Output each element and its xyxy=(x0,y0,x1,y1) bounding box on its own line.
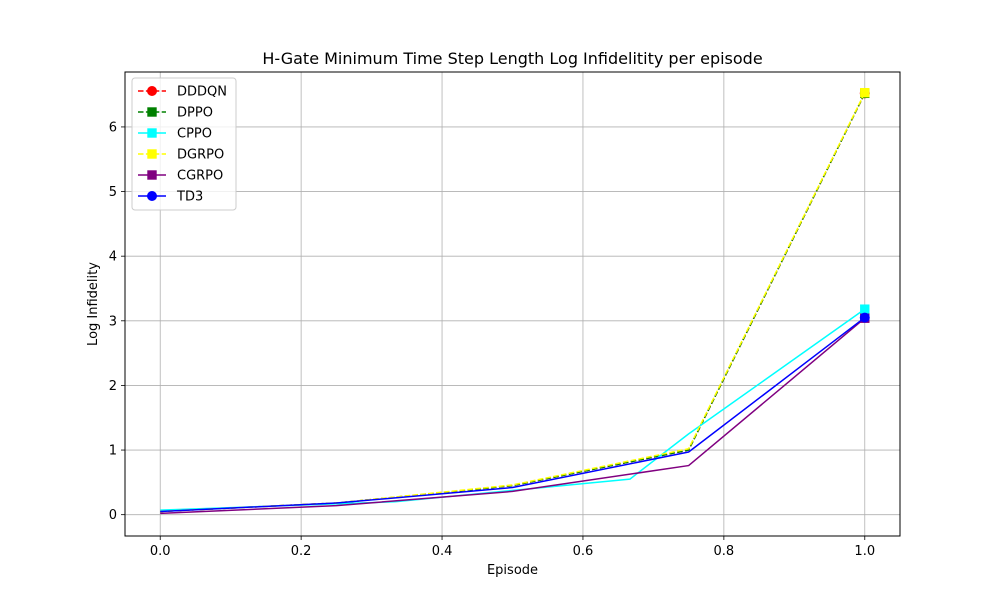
x-tick-label: 1.0 xyxy=(854,544,875,559)
legend-marker-dgrpo xyxy=(147,149,157,159)
legend-marker-td3 xyxy=(147,191,157,201)
legend-marker-cppo xyxy=(147,128,157,138)
series-line-dgrpo xyxy=(160,92,866,513)
series-layer xyxy=(160,87,870,515)
legend-label-dppo: DPPO xyxy=(177,106,213,121)
data-point-td3 xyxy=(859,312,870,323)
legend-label-cppo: CPPO xyxy=(177,127,212,142)
legend-entry-td3: TD3 xyxy=(138,190,203,205)
x-tick-label: 0.2 xyxy=(291,544,312,559)
y-tick-label: 5 xyxy=(109,185,117,200)
data-point-cppo xyxy=(860,304,870,314)
x-tick-label: 0.6 xyxy=(573,544,594,559)
legend-label-cgrpo: CGRPO xyxy=(177,169,223,184)
legend-entry-dppo: DPPO xyxy=(138,106,213,121)
legend-marker-dddqn xyxy=(147,86,157,96)
legend-label-dddqn: DDDQN xyxy=(177,85,227,100)
y-tick-label: 4 xyxy=(109,250,117,265)
series-line-td3 xyxy=(160,316,866,513)
legend: DDDQN DPPO CPPO DGRPO CGRPO TD3 xyxy=(131,77,237,211)
y-axis-label: Log Infidelity xyxy=(86,262,101,346)
y-tick-label: 2 xyxy=(109,379,117,394)
series-td3 xyxy=(160,312,870,513)
grid xyxy=(125,72,900,536)
legend-entry-dgrpo: DGRPO xyxy=(138,148,224,163)
axis-ticks: 0.0 0.2 0.4 0.6 0.8 1.0 0 1 2 3 4 5 6 xyxy=(109,120,875,559)
y-tick-label: 3 xyxy=(109,314,117,329)
legend-label-td3: TD3 xyxy=(176,190,203,205)
x-axis-label: Episode xyxy=(487,563,538,578)
legend-entry-cgrpo: CGRPO xyxy=(138,169,223,184)
legend-marker-cgrpo xyxy=(147,170,157,180)
chart-title: H-Gate Minimum Time Step Length Log Infi… xyxy=(262,49,762,68)
y-tick-label: 0 xyxy=(109,508,117,523)
y-tick-label: 1 xyxy=(109,444,117,459)
legend-box xyxy=(131,77,237,211)
x-tick-label: 0.4 xyxy=(432,544,453,559)
legend-label-dgrpo: DGRPO xyxy=(177,148,224,163)
legend-entry-dddqn: DDDQN xyxy=(138,85,227,100)
plot-frame xyxy=(124,71,901,537)
data-point-dgrpo xyxy=(860,87,870,98)
x-tick-label: 0.8 xyxy=(714,544,735,559)
legend-marker-dppo xyxy=(147,107,157,117)
x-tick-label: 0.0 xyxy=(150,544,171,559)
series-dgrpo xyxy=(160,87,870,513)
y-tick-label: 6 xyxy=(109,120,117,135)
series-line-cgrpo xyxy=(160,317,866,515)
legend-entry-cppo: CPPO xyxy=(138,127,212,142)
